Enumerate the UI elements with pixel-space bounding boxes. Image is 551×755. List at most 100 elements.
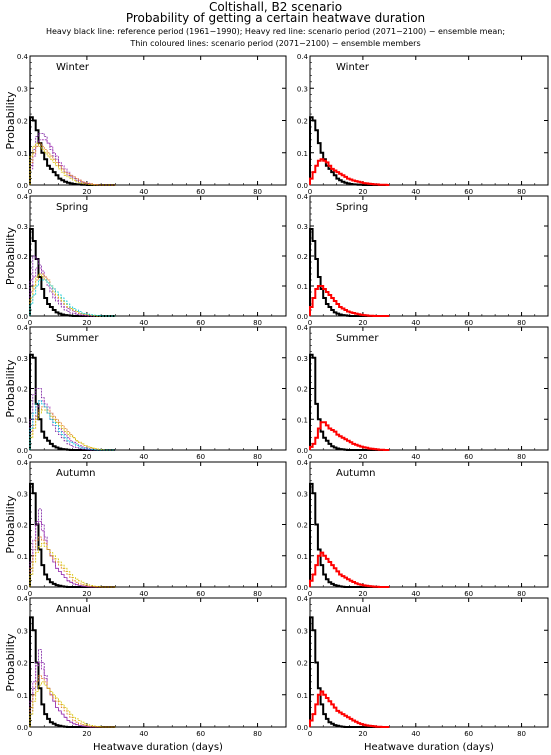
- x-tick-label: 60: [196, 319, 205, 327]
- x-tick-label: 0: [308, 730, 312, 738]
- reference-line: [29, 228, 116, 317]
- y-tick-label: 0.1: [17, 692, 28, 700]
- plot-frame: [309, 597, 549, 728]
- x-tick-label: 0: [308, 188, 312, 196]
- ensemble-mean-line: [309, 285, 390, 317]
- ensemble-member-line: [29, 279, 116, 317]
- panel-winter-mean: 0.0 0.1 0.2 0.3 0.4 0 20 40 60 80 Winter: [297, 53, 549, 196]
- x-tick-label: 60: [464, 730, 473, 738]
- x-tick-label: 0: [28, 319, 32, 327]
- ensemble-member-line: [29, 536, 116, 588]
- x-tick-label: 20: [358, 730, 367, 738]
- y-tick-label: 0.4: [297, 595, 309, 603]
- plot-frame: [309, 461, 549, 588]
- x-tick-label: 80: [253, 590, 262, 598]
- plot-frame: [29, 461, 287, 588]
- figure-note-1: Heavy black line: reference period (1961…: [45, 27, 506, 36]
- figure-subtitle: Probability of getting a certain heatwav…: [125, 11, 426, 25]
- y-tick-label: 0.2: [297, 253, 308, 261]
- season-label: Winter: [56, 62, 90, 73]
- y-tick-label: 0.0: [297, 313, 308, 321]
- y-axis-label: Probability: [4, 91, 17, 150]
- x-tick-label: 60: [196, 590, 205, 598]
- y-tick-label: 0.2: [17, 522, 28, 530]
- y-tick-label: 0.0: [17, 584, 28, 592]
- x-tick-label: 40: [411, 730, 420, 738]
- y-tick-label: 0.3: [17, 85, 28, 93]
- ensemble-member-line: [29, 675, 116, 728]
- x-tick-label: 80: [517, 730, 526, 738]
- figure-note-2: Thin coloured lines: scenario period (20…: [130, 39, 421, 48]
- x-tick-label: 40: [411, 319, 420, 327]
- season-label: Autumn: [336, 468, 376, 479]
- x-tick-label: 0: [308, 590, 312, 598]
- y-axis-label: Probability: [4, 359, 17, 418]
- plot-frame: [29, 195, 287, 317]
- y-tick-label: 0.2: [17, 660, 28, 668]
- x-tick-label: 20: [82, 453, 91, 461]
- x-tick-label: 40: [411, 590, 420, 598]
- x-tick-label: 40: [139, 319, 148, 327]
- x-tick-label: 60: [464, 319, 473, 327]
- ensemble-member-line: [29, 662, 116, 728]
- reference-line: [309, 616, 390, 728]
- y-tick-label: 0.0: [297, 584, 308, 592]
- y-tick-label: 0.2: [297, 660, 308, 668]
- ensemble-member-line: [29, 508, 116, 588]
- x-tick-label: 20: [82, 319, 91, 327]
- panel-spring-mean: 0.0 0.1 0.2 0.3 0.4 0 20 40 60 80 Spring: [297, 193, 549, 327]
- x-tick-label: 0: [28, 730, 32, 738]
- plot-frame: [309, 195, 549, 317]
- y-tick-label: 0.1: [17, 553, 28, 561]
- x-tick-label: 0: [28, 188, 32, 196]
- x-tick-label: 20: [358, 188, 367, 196]
- reference-line: [29, 116, 116, 186]
- y-tick-label: 0.4: [297, 53, 309, 61]
- y-tick-label: 0.4: [17, 595, 29, 603]
- x-tick-label: 20: [358, 319, 367, 327]
- y-tick-label: 0.1: [297, 416, 308, 424]
- y-tick-label: 0.0: [297, 447, 308, 455]
- x-tick-label: 40: [139, 188, 148, 196]
- ensemble-mean-line: [309, 158, 390, 186]
- x-tick-label: 60: [464, 590, 473, 598]
- x-axis-label: Heatwave duration (days): [93, 742, 223, 753]
- plot-frame: [29, 55, 287, 186]
- y-tick-label: 0.4: [17, 324, 29, 332]
- y-tick-label: 0.2: [297, 118, 308, 126]
- x-tick-label: 80: [517, 319, 526, 327]
- ensemble-member-line: [29, 406, 116, 451]
- x-tick-label: 80: [253, 319, 262, 327]
- x-tick-label: 0: [28, 453, 32, 461]
- x-tick-label: 60: [196, 453, 205, 461]
- y-tick-label: 0.0: [17, 313, 28, 321]
- panel-annual-mean: 0.0 0.1 0.2 0.3 0.4 0 20 40 60 80 Annual Heatwave d…: [297, 595, 549, 753]
- x-tick-label: 40: [411, 453, 420, 461]
- y-axis-label: Probability: [4, 495, 17, 554]
- x-tick-label: 20: [82, 730, 91, 738]
- y-tick-label: 0.3: [17, 223, 28, 231]
- season-label: Autumn: [56, 468, 96, 479]
- reference-line: [29, 616, 116, 728]
- x-tick-label: 60: [464, 453, 473, 461]
- ensemble-member-line: [29, 142, 116, 186]
- season-label: Summer: [336, 333, 379, 344]
- figure-title: Coltishall, B2 scenario: [208, 0, 343, 14]
- plot-frame: [29, 597, 287, 728]
- x-tick-label: 40: [139, 453, 148, 461]
- y-tick-label: 0.0: [17, 182, 28, 190]
- y-tick-label: 0.0: [17, 447, 28, 455]
- season-label: Spring: [56, 202, 88, 213]
- panel-summer-mean: 0.0 0.1 0.2 0.3 0.4 0 20 40 60 80 Summer: [297, 324, 549, 461]
- ensemble-member-line: [29, 273, 116, 317]
- x-tick-label: 40: [139, 730, 148, 738]
- y-tick-label: 0.2: [297, 522, 308, 530]
- y-tick-label: 0.4: [17, 459, 29, 467]
- season-label: Summer: [56, 333, 99, 344]
- y-tick-label: 0.1: [297, 553, 308, 561]
- y-tick-label: 0.0: [17, 724, 28, 732]
- y-tick-label: 0.3: [17, 355, 28, 363]
- y-tick-label: 0.1: [17, 283, 28, 291]
- ensemble-mean-line: [309, 551, 390, 588]
- ensemble-member-line: [29, 400, 116, 451]
